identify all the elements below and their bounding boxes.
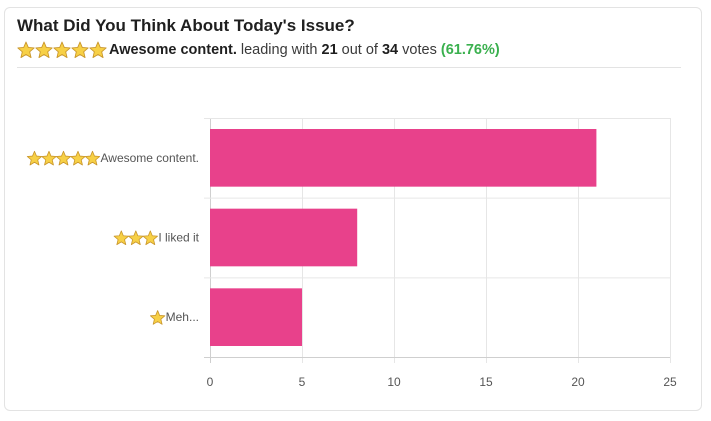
star-icon bbox=[84, 150, 101, 166]
x-tick-label: 10 bbox=[387, 375, 401, 389]
star-icon bbox=[150, 310, 166, 325]
leader-label: Awesome content. bbox=[109, 42, 237, 58]
bar bbox=[210, 208, 358, 267]
x-tick-label: 5 bbox=[299, 375, 306, 389]
x-tick-label: 15 bbox=[479, 375, 493, 389]
leading-with-text: leading with bbox=[240, 42, 318, 58]
y-tick-label: Meh... bbox=[166, 310, 199, 324]
out-of-text: out of bbox=[341, 42, 378, 58]
star-icon bbox=[113, 230, 129, 246]
x-tick-label: 20 bbox=[571, 375, 585, 389]
leader-percentage: (61.76%) bbox=[440, 42, 500, 58]
divider bbox=[17, 67, 681, 68]
votes-text: votes bbox=[402, 42, 437, 58]
leader-votes: 21 bbox=[321, 42, 338, 58]
star-icon bbox=[142, 230, 158, 246]
bar bbox=[210, 129, 597, 187]
star-icon bbox=[53, 41, 71, 59]
star-icon bbox=[17, 41, 35, 59]
x-tick-label: 0 bbox=[207, 375, 214, 389]
poll-summary: Awesome content. leading with 21 out of … bbox=[17, 41, 500, 59]
star-icon bbox=[41, 150, 57, 166]
star-icon bbox=[128, 230, 144, 246]
star-icon bbox=[89, 41, 107, 59]
star-icon bbox=[71, 41, 89, 59]
y-tick-label: I liked it bbox=[158, 231, 199, 245]
x-tick-label: 25 bbox=[663, 375, 677, 389]
y-tick-label: Awesome content. bbox=[100, 151, 199, 165]
poll-question-title: What Did You Think About Today's Issue? bbox=[17, 16, 355, 35]
star-icon bbox=[55, 150, 72, 166]
star-icon bbox=[35, 41, 53, 59]
bar bbox=[210, 288, 302, 346]
star-icon bbox=[26, 150, 43, 166]
leader-star-rating bbox=[17, 41, 107, 59]
star-icon bbox=[70, 150, 86, 166]
total-votes: 34 bbox=[381, 42, 399, 58]
